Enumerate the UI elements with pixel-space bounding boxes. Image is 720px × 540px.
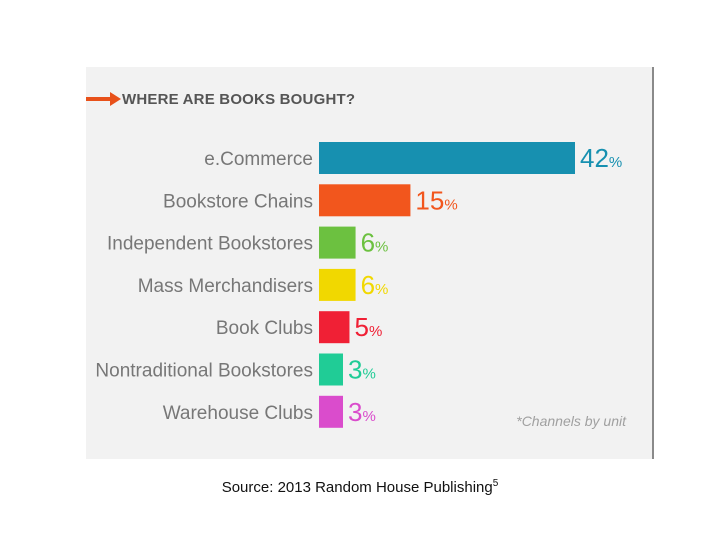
source-superscript: 5 — [492, 478, 499, 489]
bar — [319, 353, 343, 386]
category-label: Bookstore Chains — [163, 191, 313, 212]
value-label: 3% — [348, 355, 376, 385]
value-label: 6% — [361, 270, 389, 300]
bar — [319, 395, 343, 428]
value-label: 15% — [415, 185, 457, 215]
category-label: Warehouse Clubs — [163, 403, 313, 424]
value-label: 42% — [580, 143, 622, 173]
bar — [319, 268, 356, 301]
chart-title: WHERE ARE BOOKS BOUGHT? — [122, 90, 356, 108]
category-label: Mass Merchandisers — [138, 276, 313, 297]
chart-panel: WHERE ARE BOOKS BOUGHT? e.Commerce 42% Boo… — [86, 67, 654, 459]
category-label: Book Clubs — [216, 318, 313, 339]
bar — [319, 311, 350, 344]
chart-heading: WHERE ARE BOOKS BOUGHT? — [86, 89, 355, 109]
category-label: e.Commerce — [204, 149, 313, 170]
arrow-right-icon — [86, 89, 122, 109]
value-label: 5% — [354, 312, 382, 342]
bar-chart: e.Commerce 42% Bookstore Chains 15% Independ… — [95, 142, 622, 428]
bar — [319, 184, 411, 217]
value-label: 6% — [361, 228, 389, 258]
source-caption: Source: 2013 Random House Publishing5 — [0, 478, 720, 496]
category-label: Independent Bookstores — [107, 234, 313, 255]
source-text: Source: 2013 Random House Publishing — [221, 479, 493, 496]
chart-footnote: *Channels by unit — [516, 413, 626, 429]
value-label: 3% — [348, 397, 376, 427]
bar — [319, 142, 575, 174]
bar — [319, 226, 356, 259]
category-label: Nontraditional Bookstores — [95, 361, 313, 382]
